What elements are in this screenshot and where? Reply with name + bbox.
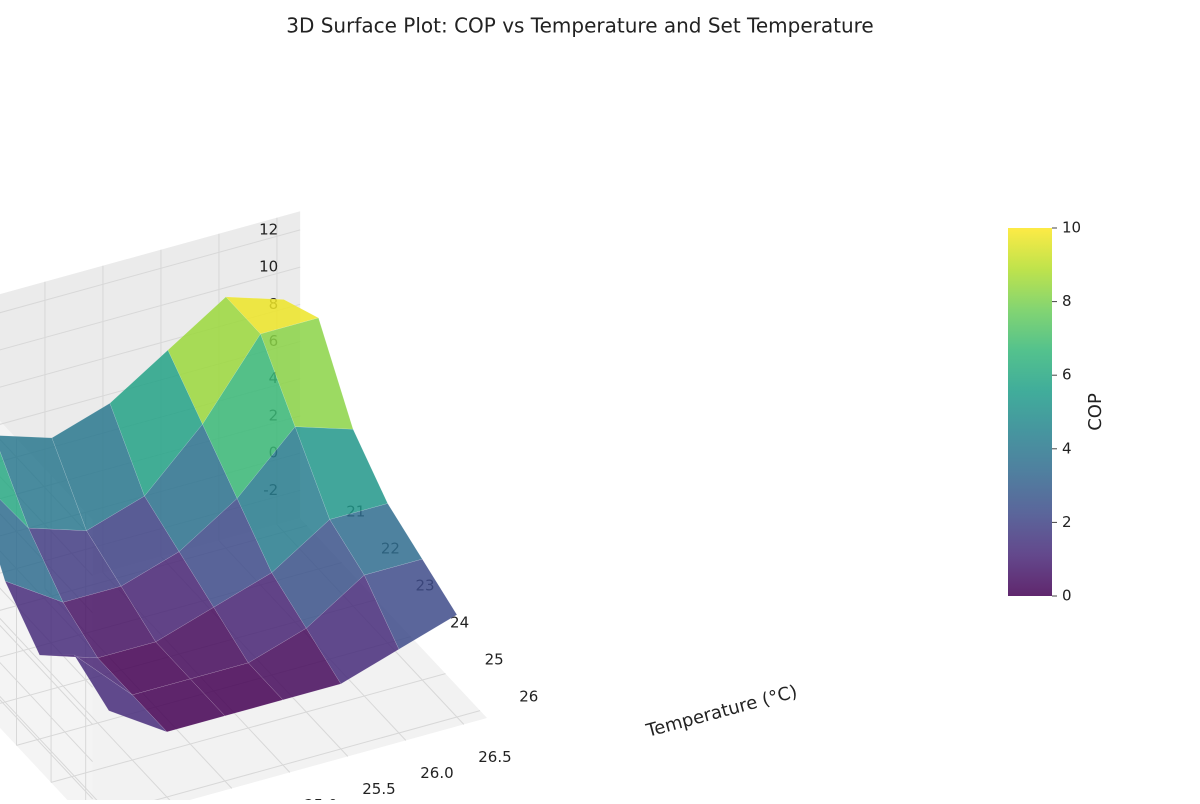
colorbar-tick-label: 2: [1062, 513, 1072, 531]
grid-line: [0, 695, 102, 804]
colorbar-tick-label: 6: [1062, 366, 1072, 384]
grid-line: [0, 624, 93, 725]
z-tick-label: 10: [259, 258, 278, 276]
grid-line: [50, 673, 446, 783]
chart-title: 3D Surface Plot: COP vs Temperature and …: [286, 14, 873, 38]
y-tick-label: 26: [519, 688, 538, 706]
surface-cell: [363, 558, 458, 650]
x-tick-label: 26.0: [420, 764, 453, 782]
x-tick-label: 25.5: [362, 780, 395, 798]
colorbar: [1008, 228, 1052, 596]
y-tick-label: 25: [485, 651, 504, 669]
y-tick-label: 24: [450, 614, 469, 632]
z-tick-label: 12: [259, 220, 278, 238]
grid-line: [0, 617, 175, 804]
x-tick-label: 26.5: [478, 748, 511, 766]
colorbar-tick-label: 4: [1062, 439, 1072, 457]
x-tick-label: 25.0: [304, 796, 337, 800]
surface-cell: [74, 654, 168, 733]
colorbar-tick-label: 8: [1062, 292, 1072, 310]
grid-line: [0, 699, 93, 800]
grid-line: [0, 266, 301, 351]
grid-line: [0, 229, 301, 314]
colorbar-tick-label: 0: [1062, 587, 1072, 605]
colorbar-tick-label: 10: [1062, 219, 1081, 237]
colorbar-label: COP: [1085, 393, 1106, 431]
grid-line: [0, 661, 93, 763]
x-axis-label: Temperature (°C): [643, 681, 799, 742]
